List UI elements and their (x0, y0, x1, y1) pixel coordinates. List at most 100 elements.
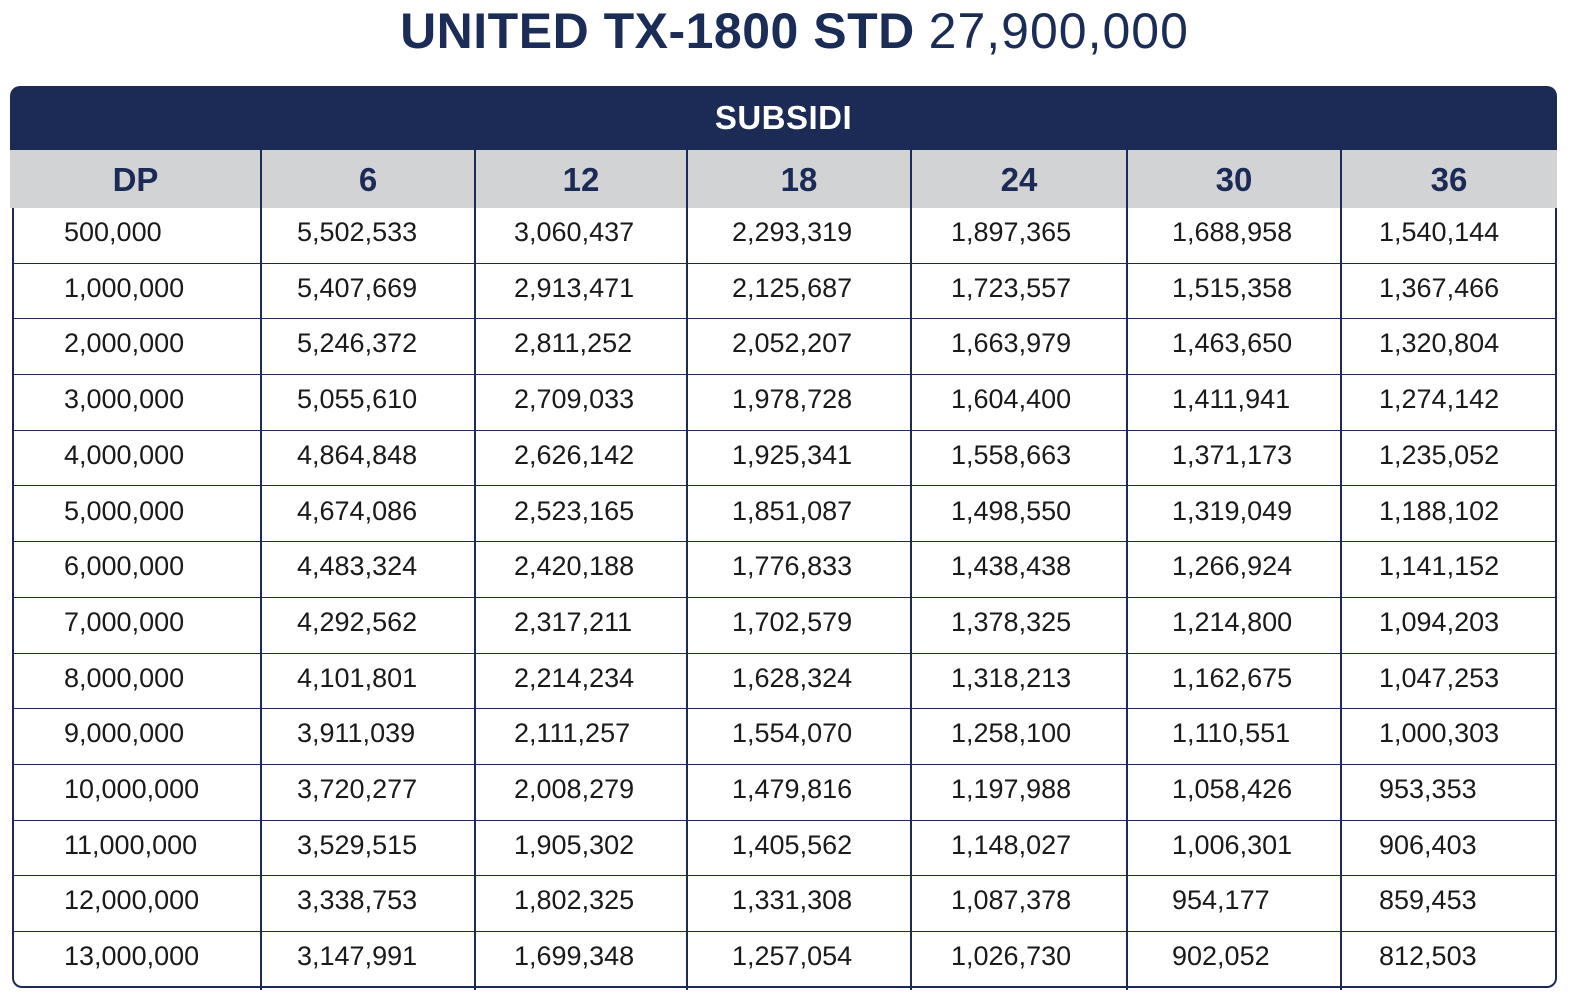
table-header-row: DP 6 12 18 24 30 36 (10, 150, 1557, 208)
installment-cell: 3,338,753 (297, 885, 418, 916)
installment-cell: 1,258,100 (951, 718, 1072, 749)
page-title: UNITED TX-1800 STD 27,900,000 (0, 0, 1589, 62)
installment-table: SUBSIDI DP 6 12 18 24 30 36 500,000 5,502… (10, 86, 1557, 1006)
installment-cell: 1,558,663 (951, 439, 1072, 470)
installment-cell: 1,515,358 (1172, 272, 1293, 303)
installment-cell: 1,058,426 (1172, 774, 1293, 804)
table-row: 2,000,000 5,246,372 2,811,252 2,052,207 1,66… (14, 319, 1555, 376)
dp-cell: 500,000 (64, 217, 162, 247)
installment-cell: 1,047,253 (1379, 662, 1500, 693)
table-row: 500,000 5,502,533 3,060,437 2,293,319 1,897,… (14, 208, 1555, 264)
dp-cell: 13,000,000 (64, 941, 200, 972)
installment-cell: 1,188,102 (1379, 495, 1500, 526)
table-body: 500,000 5,502,533 3,060,437 2,293,319 1,897,… (12, 208, 1557, 988)
column-header-36: 36 (1430, 161, 1468, 198)
installment-cell: 5,055,610 (297, 384, 418, 415)
installment-cell: 1,257,054 (732, 941, 853, 972)
installment-cell: 4,674,086 (297, 495, 418, 526)
installment-cell: 1,319,049 (1172, 495, 1293, 526)
installment-cell: 1,897,365 (951, 217, 1072, 247)
table-row: 12,000,000 3,338,753 1,802,325 1,331,308 1,0… (14, 876, 1555, 933)
installment-cell: 812,503 (1379, 941, 1477, 972)
installment-cell: 1,411,941 (1172, 384, 1291, 415)
installment-cell: 906,403 (1379, 829, 1477, 860)
installment-cell: 1,318,213 (951, 662, 1072, 693)
installment-cell: 1,776,833 (732, 551, 853, 582)
column-header-30: 30 (1215, 161, 1253, 198)
table-band: SUBSIDI (10, 86, 1557, 150)
installment-cell: 2,709,033 (514, 384, 635, 415)
table-row: 13,000,000 3,147,991 1,699,348 1,257,054 1,0… (14, 932, 1555, 988)
installment-cell: 1,367,466 (1379, 272, 1500, 303)
installment-cell: 1,540,144 (1379, 217, 1500, 247)
installment-cell: 1,851,087 (732, 495, 853, 526)
installment-cell: 1,925,341 (732, 439, 853, 470)
installment-cell: 1,905,302 (514, 829, 635, 860)
installment-cell: 1,371,173 (1172, 439, 1293, 470)
dp-cell: 10,000,000 (64, 774, 200, 804)
installment-cell: 1,331,308 (732, 885, 853, 916)
installment-cell: 5,502,533 (297, 217, 418, 247)
installment-cell: 4,864,848 (297, 439, 418, 470)
installment-cell: 1,688,958 (1172, 217, 1293, 247)
dp-cell: 6,000,000 (64, 551, 185, 582)
installment-cell: 1,628,324 (732, 662, 853, 693)
column-header-6: 6 (358, 161, 378, 198)
table-row: 6,000,000 4,483,324 2,420,188 1,776,833 1,43… (14, 542, 1555, 598)
installment-cell: 5,246,372 (297, 328, 418, 359)
installment-cell: 1,378,325 (951, 606, 1072, 637)
installment-cell: 1,978,728 (732, 384, 853, 415)
dp-cell: 3,000,000 (64, 384, 185, 415)
product-model: UNITED TX-1800 STD (400, 3, 915, 59)
installment-cell: 1,479,816 (732, 774, 853, 804)
installment-cell: 1,498,550 (951, 495, 1072, 526)
table-row: 5,000,000 4,674,086 2,523,165 1,851,087 1,49… (14, 487, 1555, 543)
dp-cell: 9,000,000 (64, 718, 185, 749)
installment-cell: 1,320,804 (1379, 328, 1500, 359)
column-header-dp: DP (112, 161, 159, 198)
installment-cell: 1,148,027 (951, 829, 1072, 860)
installment-cell: 2,811,252 (514, 328, 633, 359)
product-price: 27,900,000 (928, 3, 1189, 59)
column-divider (910, 150, 912, 990)
installment-cell: 3,529,515 (297, 829, 418, 860)
installment-cell: 2,317,211 (514, 606, 633, 637)
table-row: 3,000,000 5,055,610 2,709,033 1,978,728 1,60… (14, 375, 1555, 431)
installment-cell: 859,453 (1379, 885, 1477, 916)
installment-cell: 902,052 (1172, 941, 1270, 972)
dp-cell: 8,000,000 (64, 662, 185, 693)
table-row: 7,000,000 4,292,562 2,317,211 1,702,579 1,37… (14, 598, 1555, 654)
installment-cell: 3,911,039 (297, 718, 416, 749)
installment-cell: 3,720,277 (297, 774, 418, 804)
table-row: 9,000,000 3,911,039 2,111,257 1,554,070 1,25… (14, 709, 1555, 765)
installment-cell: 1,723,557 (951, 272, 1072, 303)
dp-cell: 11,000,000 (64, 829, 198, 860)
installment-cell: 1,438,438 (951, 551, 1072, 582)
installment-cell: 2,125,687 (732, 272, 853, 303)
installment-cell: 2,111,257 (514, 718, 631, 749)
installment-cell: 4,292,562 (297, 606, 418, 637)
dp-cell: 12,000,000 (64, 885, 200, 916)
installment-cell: 2,052,207 (732, 328, 853, 359)
installment-cell: 1,141,152 (1379, 551, 1500, 582)
installment-cell: 2,626,142 (514, 439, 635, 470)
installment-cell: 954,177 (1172, 885, 1270, 916)
installment-cell: 3,147,991 (297, 941, 418, 972)
installment-cell: 1,274,142 (1379, 384, 1500, 415)
table-row: 1,000,000 5,407,669 2,913,471 2,125,687 1,72… (14, 264, 1555, 320)
column-header-24: 24 (1000, 161, 1038, 198)
installment-cell: 2,523,165 (514, 495, 635, 526)
table-row: 8,000,000 4,101,801 2,214,234 1,628,324 1,31… (14, 654, 1555, 710)
installment-cell: 1,702,579 (732, 606, 853, 637)
dp-cell: 5,000,000 (64, 495, 185, 526)
installment-cell: 1,094,203 (1379, 606, 1500, 637)
dp-cell: 2,000,000 (64, 328, 185, 359)
installment-cell: 1,162,675 (1172, 662, 1293, 693)
installment-cell: 1,026,730 (951, 941, 1072, 972)
column-divider (686, 150, 688, 990)
installment-cell: 1,087,378 (951, 885, 1072, 916)
installment-cell: 2,293,319 (732, 217, 853, 247)
dp-cell: 1,000,000 (64, 272, 185, 303)
installment-cell: 1,699,348 (514, 941, 635, 972)
table-row: 4,000,000 4,864,848 2,626,142 1,925,341 1,55… (14, 431, 1555, 487)
